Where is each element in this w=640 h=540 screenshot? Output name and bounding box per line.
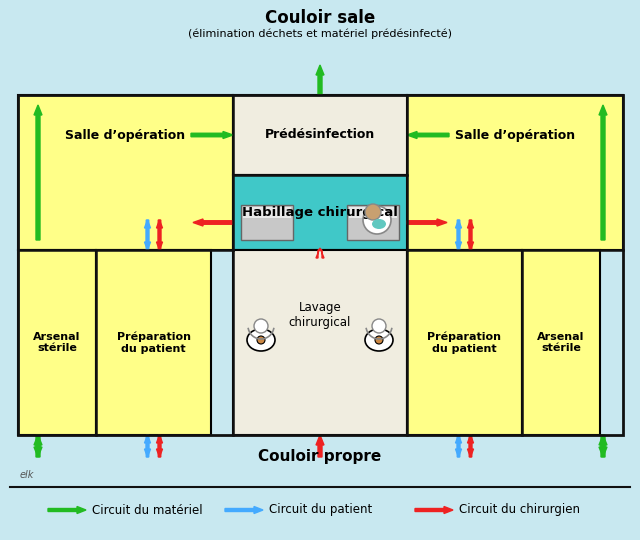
Text: Lavage
chirurgical: Lavage chirurgical (289, 301, 351, 329)
FancyArrow shape (599, 105, 607, 240)
Text: Couloir sale: Couloir sale (265, 9, 375, 27)
FancyArrow shape (316, 65, 324, 95)
Text: (élimination déchets et matériel prédésinfecté): (élimination déchets et matériel prédési… (188, 29, 452, 39)
Text: Circuit du chirurgien: Circuit du chirurgien (459, 503, 580, 516)
FancyArrow shape (456, 220, 461, 250)
Bar (243, 207, 291, 218)
FancyArrow shape (599, 435, 607, 457)
Bar (241, 205, 293, 240)
Text: Habillage chirurgical: Habillage chirurgical (242, 206, 398, 219)
FancyArrow shape (157, 435, 163, 457)
Circle shape (254, 319, 268, 333)
FancyArrow shape (456, 435, 461, 457)
Text: Préparation
du patient: Préparation du patient (428, 332, 502, 354)
FancyArrow shape (48, 507, 86, 514)
FancyArrow shape (456, 220, 461, 250)
FancyArrow shape (467, 220, 474, 250)
FancyArrow shape (225, 507, 263, 514)
FancyArrow shape (145, 435, 150, 457)
Bar (18, 250, 96, 435)
FancyArrow shape (145, 220, 150, 250)
Bar (18, 95, 233, 250)
FancyArrow shape (467, 220, 474, 250)
FancyArrow shape (456, 435, 461, 457)
FancyArrow shape (34, 435, 42, 457)
Bar (347, 205, 399, 240)
Bar (407, 95, 623, 250)
FancyArrow shape (193, 219, 233, 226)
Text: Circuit du patient: Circuit du patient (269, 503, 372, 516)
FancyArrow shape (467, 435, 474, 457)
Bar (349, 207, 397, 218)
Bar (233, 175, 407, 250)
Text: Arsenal
stérile: Arsenal stérile (33, 332, 81, 353)
Bar (18, 95, 623, 435)
FancyArrow shape (467, 435, 474, 457)
Circle shape (372, 319, 386, 333)
FancyArrow shape (157, 435, 163, 457)
FancyArrow shape (599, 435, 607, 457)
FancyArrow shape (316, 435, 324, 457)
Bar (407, 250, 522, 435)
Text: Arsenal
stérile: Arsenal stérile (538, 332, 585, 353)
Bar (522, 250, 600, 435)
FancyArrow shape (316, 248, 324, 258)
FancyArrow shape (157, 220, 163, 250)
Ellipse shape (365, 329, 393, 351)
FancyArrow shape (191, 132, 233, 138)
Circle shape (375, 336, 383, 344)
Text: elk: elk (20, 470, 35, 480)
FancyArrow shape (415, 507, 453, 514)
Text: Salle d’opération: Salle d’opération (65, 129, 186, 141)
Circle shape (365, 204, 381, 220)
Bar (233, 250, 407, 435)
Ellipse shape (372, 219, 386, 229)
Text: Circuit du matériel: Circuit du matériel (92, 503, 203, 516)
FancyArrow shape (34, 435, 42, 457)
FancyArrow shape (145, 220, 150, 250)
Text: Préparation
du patient: Préparation du patient (116, 332, 191, 354)
Circle shape (257, 336, 265, 344)
Circle shape (363, 206, 391, 234)
Bar (96, 250, 211, 435)
FancyArrow shape (157, 220, 163, 250)
FancyArrow shape (145, 435, 150, 457)
Bar (233, 95, 407, 175)
Text: Couloir propre: Couloir propre (259, 449, 381, 464)
FancyArrow shape (407, 219, 447, 226)
FancyArrow shape (407, 132, 449, 138)
Text: Prédésinfection: Prédésinfection (265, 129, 375, 141)
FancyArrow shape (34, 105, 42, 240)
Ellipse shape (247, 329, 275, 351)
Text: Salle d’opération: Salle d’opération (455, 129, 575, 141)
